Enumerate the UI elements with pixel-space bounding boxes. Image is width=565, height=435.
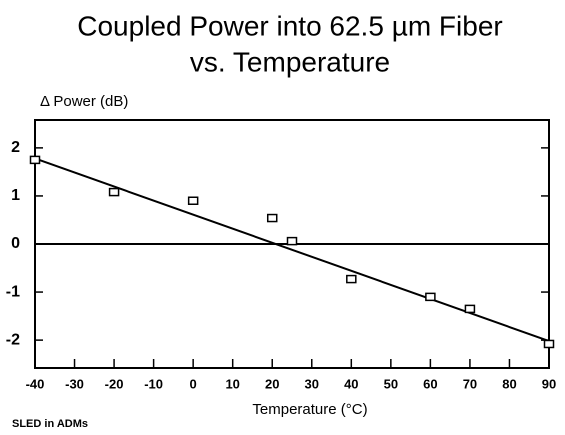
data-point [29, 155, 41, 165]
data-point [187, 196, 199, 205]
x-tick-label: -10 [144, 376, 163, 391]
y-tick-label: -2 [6, 331, 20, 348]
chart-title: Coupled Power into 62.5 µm Fiber [77, 10, 502, 41]
x-tick-label: 70 [463, 376, 477, 391]
x-tick-label: 10 [225, 376, 239, 391]
x-tick-label: 90 [542, 376, 556, 391]
data-point [266, 213, 278, 223]
x-tick-label: 20 [265, 376, 279, 391]
x-tick-label: 30 [305, 376, 319, 391]
x-tick-label: 40 [344, 376, 358, 391]
x-tick-label: 50 [384, 376, 398, 391]
data-point [425, 292, 436, 302]
chart-title: vs. Temperature [190, 46, 390, 77]
y-tick-label: 1 [11, 187, 20, 204]
data-point [108, 187, 120, 197]
data-point [346, 274, 357, 284]
x-tick-label: 80 [502, 376, 516, 391]
x-tick-label: -30 [65, 376, 84, 391]
x-axis-label: Temperature (°C) [252, 401, 367, 418]
data-point [543, 339, 555, 349]
fit-line [34, 157, 550, 343]
x-tick-label: -20 [105, 376, 124, 391]
x-tick-label: 60 [423, 376, 437, 391]
x-tick-label: -40 [26, 376, 45, 391]
data-point [464, 304, 476, 314]
data-point [286, 236, 298, 246]
x-tick-label: 0 [190, 376, 197, 391]
y-tick-label: 2 [11, 139, 20, 156]
y-axis-label: Δ Power (dB) [40, 93, 128, 110]
y-tick-label: -1 [6, 283, 20, 300]
y-tick-label: 0 [11, 235, 20, 252]
note: SLED in ADMs [12, 418, 88, 430]
